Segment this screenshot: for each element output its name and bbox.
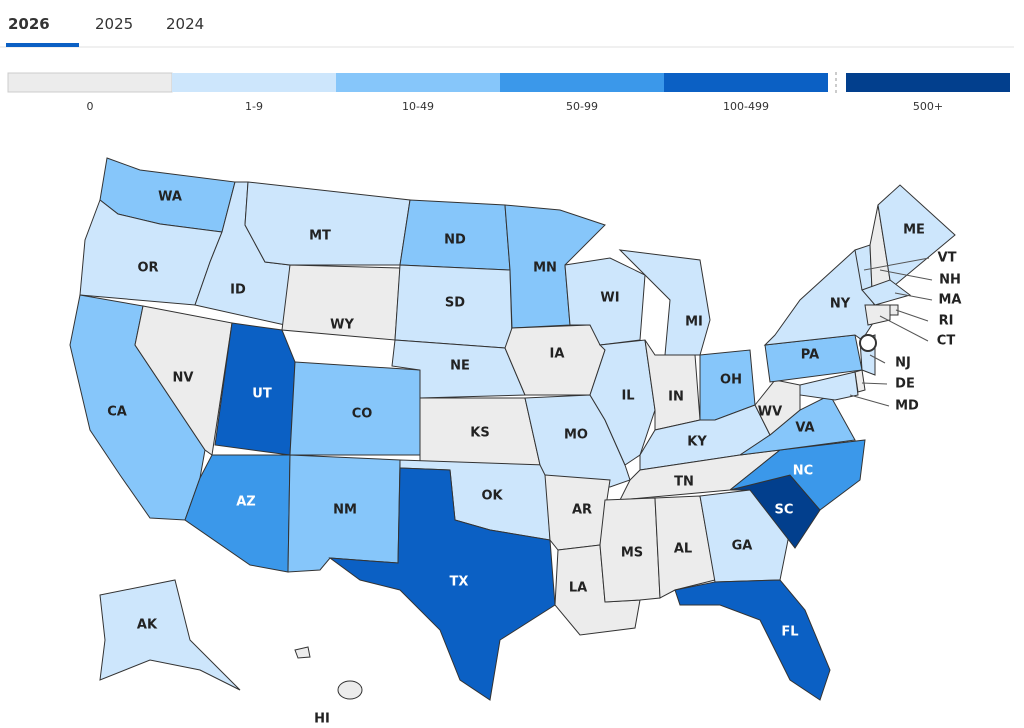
state-label: NJ — [895, 356, 911, 371]
state-label: OR — [137, 261, 158, 276]
legend-swatch — [172, 73, 336, 92]
state-label: CT — [937, 334, 956, 349]
legend-swatch — [336, 73, 500, 92]
legend-label: 50-99 — [566, 100, 598, 113]
leader-line — [895, 309, 929, 322]
state-label: NY — [830, 297, 851, 312]
state-label: NC — [793, 464, 813, 479]
state-label: NV — [173, 371, 194, 386]
state-shape[interactable] — [799, 371, 859, 401]
legend-label: 1-9 — [245, 100, 263, 113]
state-label: NM — [333, 503, 357, 518]
state-shape[interactable] — [244, 181, 411, 266]
state-label: GA — [732, 539, 753, 554]
state-label: MD — [895, 399, 919, 414]
state-label: MN — [533, 261, 557, 276]
state-shape[interactable] — [134, 305, 233, 456]
state-label: IN — [668, 390, 684, 405]
state-label: AK — [137, 618, 158, 633]
state-shape[interactable] — [328, 467, 556, 701]
state-label: IL — [621, 389, 634, 404]
legend-label: 10-49 — [402, 100, 434, 113]
state-label: DE — [895, 377, 915, 392]
tab[interactable]: 2025 — [95, 15, 133, 33]
state-label: SD — [445, 296, 465, 311]
state-shape[interactable] — [864, 304, 891, 326]
state-label: IA — [550, 347, 565, 362]
state-label: NH — [939, 273, 961, 288]
state-label: RI — [939, 314, 954, 329]
state-label: NE — [450, 359, 470, 374]
state-label: FL — [781, 625, 798, 640]
state-shape[interactable] — [877, 184, 956, 286]
state-label: AL — [674, 542, 692, 557]
state-shape[interactable] — [861, 279, 912, 306]
state-label: MS — [621, 546, 643, 561]
state-label: ID — [230, 283, 246, 298]
leader-line — [861, 382, 888, 385]
tab[interactable]: 2024 — [166, 15, 204, 33]
state-label: SC — [775, 503, 794, 518]
states — [69, 157, 956, 701]
legend-swatch — [7, 72, 173, 93]
legend-label: 100-499 — [723, 100, 769, 113]
state-label: HI — [314, 712, 330, 727]
state-label: ME — [903, 223, 925, 238]
island — [337, 680, 363, 700]
legend-swatch — [500, 73, 664, 92]
state-label: WI — [600, 291, 619, 306]
legend-label: 500+ — [913, 100, 943, 113]
state-label: LA — [569, 581, 587, 596]
state-label: KY — [687, 435, 707, 450]
state-label: TX — [450, 575, 469, 590]
state-label: VT — [938, 251, 957, 266]
state-label: KS — [470, 426, 489, 441]
state-label: WY — [330, 318, 354, 333]
leader-line — [879, 315, 929, 342]
state-label: WA — [158, 190, 182, 205]
tab-underline — [6, 43, 79, 47]
state-label: AR — [572, 503, 592, 518]
legend-label: 0 — [87, 100, 94, 113]
state-label: CO — [352, 407, 373, 422]
leader-line — [869, 354, 886, 364]
legend-swatch — [664, 73, 828, 92]
state-label: AZ — [236, 495, 256, 510]
legend-swatch — [846, 73, 1010, 92]
state-label: UT — [252, 387, 272, 402]
state-label: ND — [444, 233, 466, 248]
state-label: MO — [564, 428, 588, 443]
state-shape[interactable] — [754, 379, 801, 436]
leader-line — [863, 257, 930, 271]
state-label: WV — [758, 405, 782, 420]
state-label: OH — [720, 373, 742, 388]
state-label: OK — [481, 489, 503, 504]
marker — [859, 334, 877, 352]
state-label: VA — [795, 421, 814, 436]
state-shape[interactable] — [294, 646, 311, 659]
state-shape[interactable] — [99, 579, 241, 691]
state-label: MT — [309, 229, 331, 244]
state-shape[interactable] — [674, 579, 831, 701]
state-label: CA — [107, 405, 127, 420]
leader-line — [894, 292, 933, 301]
state-label: TN — [674, 475, 694, 490]
leader-line — [879, 269, 933, 281]
state-label: PA — [801, 348, 819, 363]
state-label: MA — [939, 293, 962, 308]
leader-line — [849, 394, 890, 407]
state-shape[interactable] — [654, 495, 716, 599]
tab[interactable]: 2026 — [8, 15, 50, 33]
state-label: MI — [685, 315, 703, 330]
